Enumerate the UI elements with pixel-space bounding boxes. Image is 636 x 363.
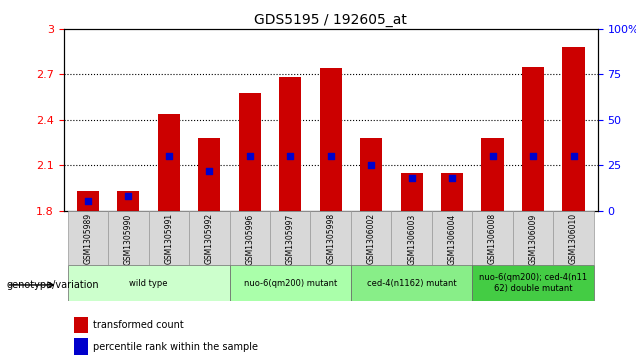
Text: GSM1305996: GSM1305996 [245,213,254,265]
Point [488,153,498,159]
Text: genotype/variation: genotype/variation [6,280,99,290]
Bar [67,211,108,265]
Bar [67,265,230,301]
Bar [522,67,544,211]
Point [163,153,174,159]
Bar [270,211,310,265]
Bar [513,211,553,265]
Bar [198,138,221,211]
Bar [351,265,473,301]
Bar [230,265,351,301]
Text: GSM1306010: GSM1306010 [569,213,578,264]
Text: GSM1305998: GSM1305998 [326,213,335,264]
Bar [553,211,594,265]
Bar [149,211,189,265]
Bar [189,211,230,265]
Bar [158,114,180,211]
Text: GSM1305990: GSM1305990 [124,213,133,265]
Point [204,168,214,174]
Text: percentile rank within the sample: percentile rank within the sample [93,342,258,352]
Bar [401,173,423,211]
Point [285,153,295,159]
Bar [310,211,351,265]
Bar [117,191,139,211]
Bar [351,211,391,265]
Text: transformed count: transformed count [93,321,184,330]
Bar [473,211,513,265]
Bar [481,138,504,211]
Bar [108,211,149,265]
Bar [473,265,594,301]
Point [528,153,538,159]
Text: wild type: wild type [129,279,168,287]
Bar [319,68,342,211]
Text: GSM1305997: GSM1305997 [286,213,294,265]
Bar [432,211,473,265]
Text: GSM1306004: GSM1306004 [448,213,457,265]
Bar [562,47,584,211]
Bar [360,138,382,211]
Point [447,175,457,181]
Bar [279,77,301,211]
Point [83,199,93,204]
Text: GSM1306003: GSM1306003 [407,213,416,265]
Point [569,153,579,159]
Text: ced-4(n1162) mutant: ced-4(n1162) mutant [367,279,457,287]
Text: nuo-6(qm200); ced-4(n11
62) double mutant: nuo-6(qm200); ced-4(n11 62) double mutan… [479,273,587,293]
Bar [74,338,88,355]
Bar [230,211,270,265]
Text: GSM1306002: GSM1306002 [367,213,376,264]
Text: GSM1306008: GSM1306008 [488,213,497,264]
Text: GSM1305991: GSM1305991 [164,213,174,264]
Text: GSM1305989: GSM1305989 [83,213,92,264]
Text: GSM1306009: GSM1306009 [529,213,537,265]
Point [326,153,336,159]
Bar [77,191,99,211]
Title: GDS5195 / 192605_at: GDS5195 / 192605_at [254,13,407,26]
Point [245,153,255,159]
Bar [74,317,88,333]
Bar [441,173,463,211]
Bar [238,93,261,211]
Text: nuo-6(qm200) mutant: nuo-6(qm200) mutant [244,279,337,287]
Point [366,162,377,168]
Bar [391,211,432,265]
Text: GSM1305992: GSM1305992 [205,213,214,264]
Point [406,175,417,181]
Point [123,193,134,199]
